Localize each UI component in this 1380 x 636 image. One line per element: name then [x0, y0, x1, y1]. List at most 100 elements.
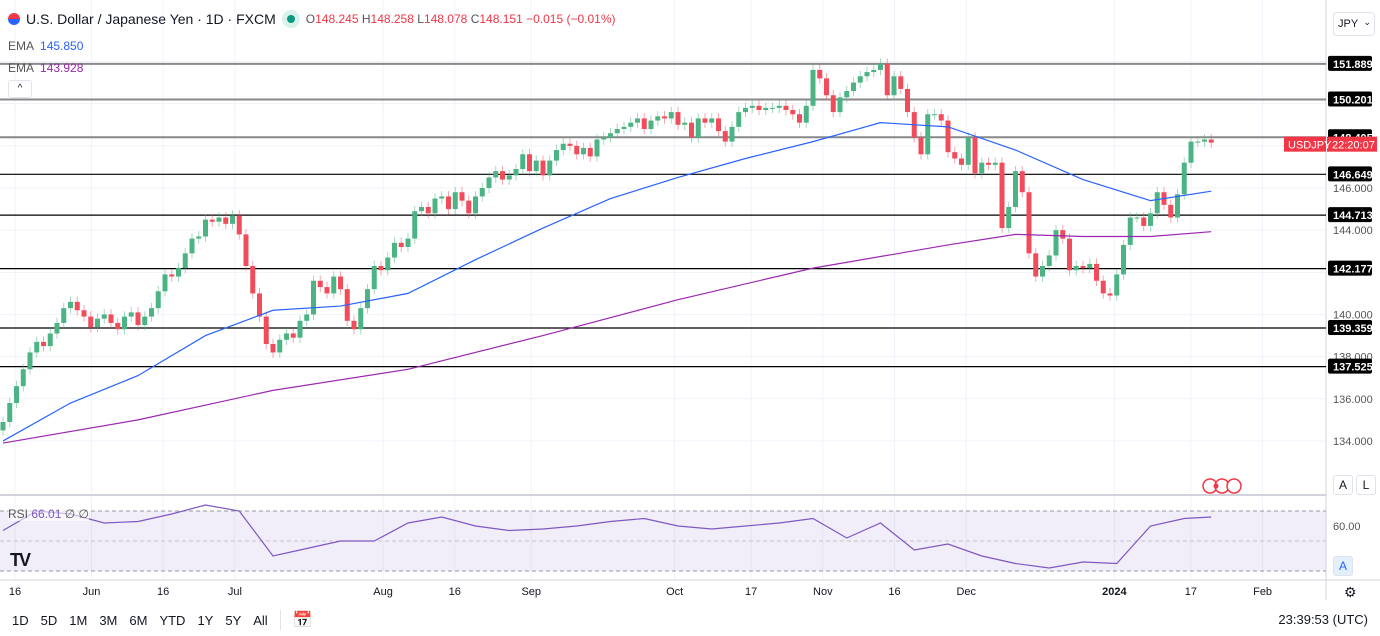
candle-down: [824, 78, 829, 96]
level-price-label: 146.649: [1333, 169, 1373, 181]
candle-down: [257, 293, 262, 317]
calendar-goto-icon[interactable]: 📅: [292, 612, 313, 629]
range-5d[interactable]: 5D: [40, 612, 58, 628]
candle-up: [729, 126, 735, 142]
price-tick-label: 136.000: [1333, 394, 1373, 406]
candle-up: [668, 112, 674, 119]
candle-down: [1107, 293, 1113, 296]
candle-up: [506, 175, 512, 180]
candle-up: [304, 314, 310, 321]
candle-up: [560, 143, 566, 151]
candle-up: [878, 63, 883, 70]
symbol-title[interactable]: U.S. Dollar / Japanese Yen · 1D · FXCM: [26, 11, 276, 27]
candle-down: [324, 287, 330, 294]
candle-up: [864, 72, 870, 77]
chart-canvas[interactable]: 146.000144.000140.000138.000136.000134.0…: [0, 0, 1380, 604]
candle-up: [513, 169, 519, 176]
candle-up: [594, 139, 600, 157]
candle-up: [1006, 206, 1012, 229]
time-tick-label: 17: [1185, 586, 1197, 598]
candle-up: [979, 162, 985, 174]
range-3m[interactable]: 3M: [99, 612, 118, 628]
candle-up: [736, 112, 742, 127]
candle-up: [621, 126, 627, 129]
candle-down: [398, 242, 404, 248]
auto-scale-button[interactable]: A: [1333, 475, 1353, 495]
candle-down: [898, 76, 904, 89]
candle-down: [959, 158, 964, 165]
range-1y[interactable]: 1Y: [197, 612, 214, 628]
candle-up: [0, 421, 6, 431]
candle-up: [770, 107, 775, 109]
candle-down: [169, 274, 175, 277]
candle-up: [182, 253, 188, 269]
range-toolbar: 1D 5D 1M 3M 6M YTD 1Y 5Y All 📅: [0, 604, 319, 636]
currency-select[interactable]: JPY ⌄: [1333, 12, 1375, 36]
candle-down: [790, 110, 796, 115]
candle-down: [223, 217, 229, 224]
candle-up: [14, 386, 19, 404]
candle-up: [479, 188, 485, 197]
candle-up: [1013, 171, 1018, 207]
candle-up: [1202, 139, 1207, 142]
candle-down: [945, 120, 951, 153]
candle-up: [695, 118, 701, 138]
range-all[interactable]: All: [253, 612, 268, 628]
candle-up: [7, 403, 13, 422]
chevron-down-icon: ⌄: [1363, 17, 1371, 27]
candle-up: [1134, 217, 1140, 219]
candle-up: [844, 91, 850, 98]
candle-up: [486, 177, 492, 188]
candle-down: [209, 219, 215, 222]
candle-up: [925, 114, 931, 155]
clock[interactable]: 23:39:53 (UTC): [1278, 612, 1368, 627]
candle-down: [716, 118, 721, 132]
candle-up: [1046, 255, 1052, 266]
level-price-label: 139.359: [1333, 323, 1373, 335]
candle-up: [776, 105, 782, 108]
time-tick-label: Oct: [666, 586, 683, 598]
tradingview-logo[interactable]: TV: [10, 550, 31, 570]
candle-up: [34, 341, 40, 353]
ema-fast-legend[interactable]: EMA 145.850: [8, 39, 84, 53]
range-6m[interactable]: 6M: [129, 612, 148, 628]
rsi-auto-scale-button[interactable]: A: [1333, 556, 1353, 576]
candle-up: [628, 122, 634, 127]
time-tick-label: 16: [449, 586, 461, 598]
candle-down: [425, 206, 431, 214]
candle-down: [270, 343, 276, 353]
candle-up: [419, 206, 424, 212]
candle-up: [358, 308, 364, 330]
symbol-tag: [1284, 136, 1326, 152]
gear-icon[interactable]: ⚙: [1344, 584, 1357, 600]
range-ytd[interactable]: YTD: [159, 612, 186, 628]
collapse-legend-button[interactable]: ^: [8, 80, 32, 98]
log-scale-button[interactable]: L: [1356, 475, 1376, 495]
candle-up: [27, 352, 33, 370]
ema-slow-legend[interactable]: EMA 143.928: [8, 61, 84, 75]
candle-up: [581, 147, 586, 155]
candle-down: [797, 114, 802, 123]
candle-down: [88, 316, 94, 328]
candle-down: [662, 116, 667, 119]
range-5y[interactable]: 5Y: [225, 612, 242, 628]
time-tick-label: Nov: [813, 586, 833, 598]
candle-down: [1067, 238, 1072, 271]
candle-down: [1080, 265, 1086, 269]
price-tick-label: 140.000: [1333, 309, 1373, 321]
candle-down: [689, 122, 694, 138]
candle-down: [1208, 139, 1214, 143]
candle-up: [1040, 265, 1045, 277]
candle-down: [250, 265, 256, 294]
time-tick-label: Feb: [1253, 586, 1272, 598]
rsi-legend[interactable]: RSI 66.01 ∅ ∅: [8, 507, 89, 521]
candle-up: [432, 198, 438, 214]
candle-up: [20, 369, 26, 387]
candle-up: [365, 289, 370, 309]
range-1d[interactable]: 1D: [12, 612, 29, 628]
candle-down: [567, 143, 573, 146]
candle-up: [1175, 194, 1180, 218]
candle-down: [108, 314, 114, 323]
range-1m[interactable]: 1M: [69, 612, 88, 628]
candle-up: [128, 312, 134, 317]
